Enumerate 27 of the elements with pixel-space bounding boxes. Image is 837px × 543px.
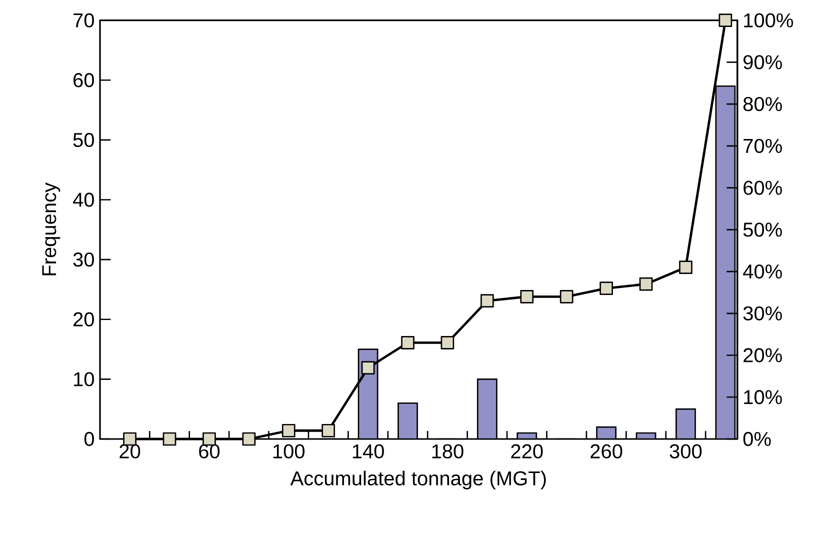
y2-tick-label: 70% (744, 138, 782, 154)
y2-tick-label: 90% (744, 55, 782, 70)
y2-tick-label: 30% (743, 306, 782, 320)
x-axis-title: Accumulated tonnage (MGT) (290, 470, 546, 490)
y-tick-label: 70 (74, 13, 94, 28)
y-tick-label: 40 (72, 192, 94, 207)
x-tick-label: 300 (670, 444, 702, 458)
y-tick-label: 10 (74, 372, 94, 386)
y2-tick-label: 100% (744, 13, 794, 28)
y2-tick-label: 10% (744, 390, 782, 404)
x-tick-label: 100 (273, 444, 305, 458)
y2-tick-label: 80% (743, 96, 782, 112)
y2-tick-label: 40% (743, 264, 782, 279)
y2-tick-label: 20% (744, 348, 782, 362)
y2-tick-label: 50% (743, 222, 782, 237)
y-tick-label: 30 (73, 252, 94, 267)
x-tick-label: 220 (511, 444, 543, 458)
y-tick-label: 50 (73, 132, 94, 148)
x-tick-label: 180 (432, 444, 464, 458)
y2-tick-label: 0% (743, 432, 771, 446)
y-axis-title: Frequency (42, 182, 60, 276)
x-tick-label: 140 (352, 444, 384, 458)
y-tick-label: 20 (74, 312, 94, 326)
y-tick-label: 0 (84, 432, 94, 446)
y-tick-label: 60 (74, 73, 94, 88)
y2-tick-label: 60% (744, 180, 782, 195)
x-tick-label: 260 (590, 444, 622, 458)
